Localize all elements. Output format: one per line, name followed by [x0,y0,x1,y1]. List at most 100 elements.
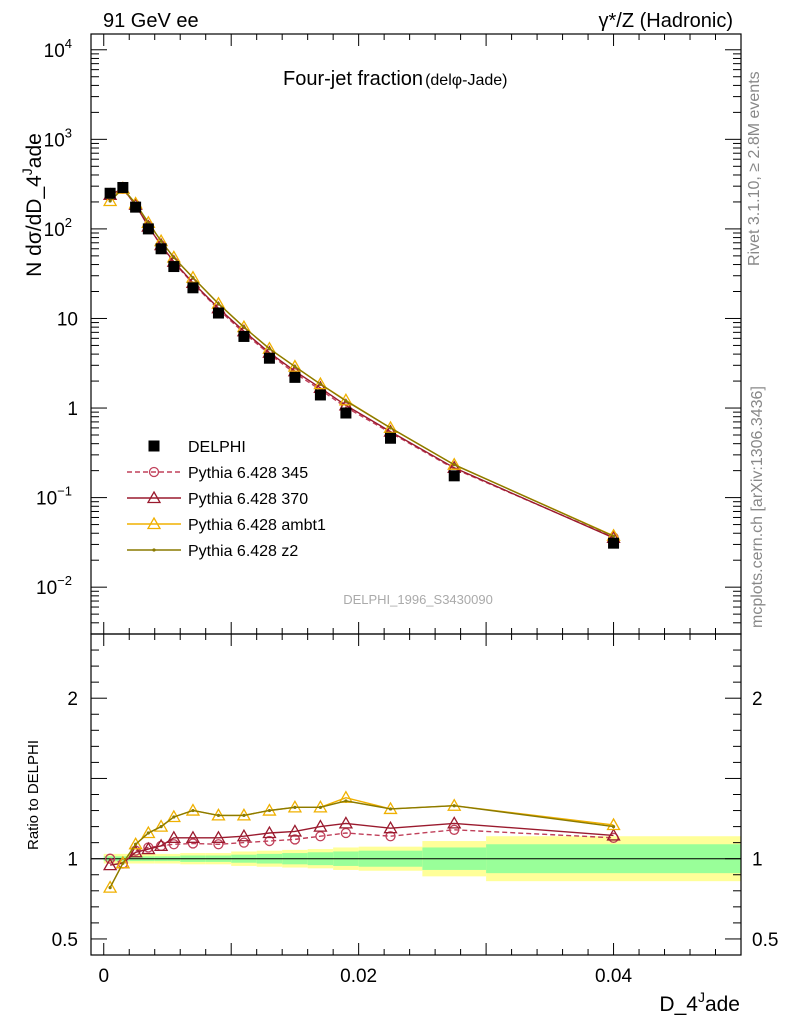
main-data-point [289,371,301,383]
ratio-data-point [606,828,621,841]
main-data-point [383,420,398,434]
ratio-data-point [153,838,169,852]
ratio-data-point [128,844,143,858]
main-data-point [447,457,462,470]
legend-marker [148,466,160,478]
ratio-data-point [172,815,176,819]
ratio-data-point [289,834,301,845]
ratio-data-point [264,835,275,847]
main-data-point [287,359,303,372]
ratio-data-point [108,885,112,890]
main-series-line [109,188,614,538]
main-data-point [242,325,246,329]
watermark: DELPHI_1996_S3430090 [343,592,493,607]
y-tick-label-ratio: 2 [67,689,78,710]
y-tick-label-ratio: 1 [67,850,78,871]
ratio-data-point [606,817,621,831]
main-data-point [293,365,297,369]
main-data-point [340,407,352,419]
ratio-data-point [191,808,195,813]
ratio-data-point [238,837,250,848]
y-tick-label-main: 104 [44,36,72,62]
ratio-data-point [216,813,221,817]
main-data-point [344,399,348,403]
ratio-data-point [115,855,130,869]
ratio-data-point [388,807,393,811]
main-data-point [102,193,118,207]
ratio-data-point [287,800,303,813]
x-tick-label: 0.04 [595,966,632,987]
y-tick-label-main: 10−1 [36,484,72,510]
main-data-point [263,352,275,364]
main-data-point [267,347,272,351]
main-data-point [608,537,620,549]
main-data-point [318,382,323,386]
legend-marker [152,548,156,552]
main-data-point [314,389,326,401]
main-series-line [109,187,614,537]
ratio-data-point [236,828,252,842]
x-tick-label: 0 [98,966,109,987]
y-tick-label-main: 10−2 [36,573,72,599]
ratio-data-point [185,830,201,843]
ratio-data-point [293,805,297,809]
ratio-data-point [344,799,348,803]
main-data-point [191,276,195,280]
header-left: 91 GeV ee [103,10,199,32]
ratio-data-point [121,861,125,865]
ratio-data-point [242,813,246,817]
header-right: γ*/Z (Hadronic) [599,10,733,32]
legend-label: Pythia 6.428 345 [188,465,308,482]
ratio-data-point [213,839,224,850]
main-data-point [216,302,221,306]
plot-title: Four-jet fraction (delφ-Jade) [283,68,507,90]
ratio-data-point [452,804,456,808]
main-data-point [155,243,167,255]
ratio-data-point [447,798,462,811]
y-tick-label-ratio: 0.5 [52,930,78,951]
ratio-data-point [449,824,460,835]
ratio-data-point [287,824,303,837]
ratio-data-point [185,803,201,816]
y-tick-label-ratio-right: 2 [752,689,763,710]
ratio-data-point [146,831,150,835]
ratio-data-point [153,819,169,832]
ratio-data-point [168,839,179,850]
uncertainty-bands [91,836,741,882]
main-data-point [168,261,180,273]
legend: DELPHI Pythia 6.428 345 Pythia 6.428 370 Py… [127,439,326,560]
main-data-point [313,376,328,390]
y-tick-label-main: 103 [44,125,72,151]
main-data-point [117,181,129,193]
ratio-series-line [109,800,614,888]
main-data-point [448,470,460,482]
mcplots-label: mcplots.cern.ch [arXiv:1306.3436] [749,386,766,628]
main-data-point [104,187,116,199]
y-axis-label-ratio: Ratio to DELPHI [25,740,42,850]
main-data-point [388,426,393,430]
y-tick-label-ratio-right: 1 [752,850,763,871]
y-axis-label-main: N dσ/dD_4Jade [19,133,46,277]
main-data-point [185,270,201,283]
legend-marker [146,516,162,530]
x-axis-label: D_4Jade [659,989,740,1016]
legend-marker [146,490,162,504]
main-data-point [187,282,199,294]
legend-label: Pythia 6.428 ambt1 [188,517,326,534]
legend-label: DELPHI [188,439,246,456]
ratio-data-point [385,831,396,842]
y-tick-label-main: 1 [67,399,78,420]
axis-ticks [91,34,742,955]
ratio-plot-frame [90,633,742,956]
y-tick-label-main: 10 [57,309,78,330]
ratio-data-point [318,805,323,809]
y-tick-label-main: 102 [44,215,72,241]
plot-title-main: Four-jet fraction [283,68,423,90]
ratio-data-point [313,819,328,832]
main-data-point [172,255,176,260]
ratio-data-point [134,842,138,846]
main-series-line [109,187,614,537]
ratio-data-point [267,808,272,813]
